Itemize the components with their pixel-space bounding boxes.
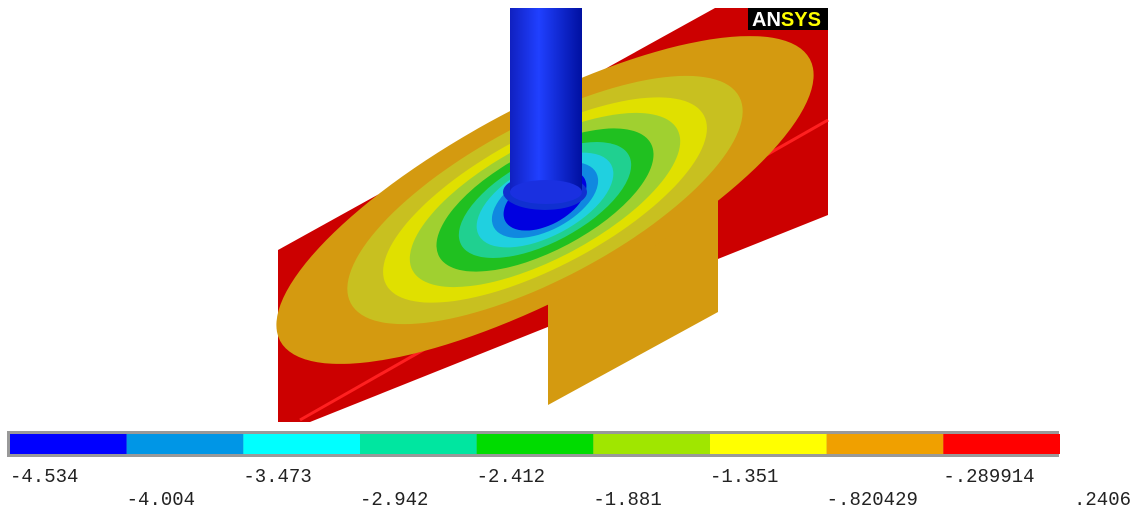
legend-label: -.820429: [827, 489, 918, 511]
model: [236, 0, 855, 425]
legend-label: -2.942: [360, 489, 428, 511]
legend-label: -3.473: [243, 466, 311, 488]
legend-band: [243, 434, 360, 454]
legend-label: -4.004: [127, 489, 195, 511]
legend-band: [593, 434, 710, 454]
legend-label: -.289914: [943, 466, 1034, 488]
legend-label: .2406: [1074, 489, 1131, 511]
legend-label: -1.351: [710, 466, 778, 488]
logo-an: AN: [752, 9, 781, 31]
logo: ANSYS: [752, 9, 821, 31]
legend-band: [477, 434, 594, 454]
legend-label: -1.881: [593, 489, 661, 511]
cylinder: [510, 8, 582, 193]
legend-band: [710, 434, 827, 454]
legend-label: -2.412: [477, 466, 545, 488]
result-view: ANSYS -4.534 -4.004 -3.473 -2.942 -2.412 -1.8…: [0, 0, 1135, 511]
page: ANSYS -4.534 -4.004 -3.473 -2.942 -2.412 -1.8…: [0, 0, 1135, 511]
legend-band: [827, 434, 944, 454]
logo-sys: SYS: [781, 9, 821, 31]
legend-band: [360, 434, 477, 454]
legend: -4.534 -4.004 -3.473 -2.942 -2.412 -1.881 -1.3…: [10, 434, 1131, 511]
legend-label: -4.534: [10, 466, 78, 488]
cylinder-end: [510, 180, 582, 204]
legend-band: [943, 434, 1060, 454]
legend-band: [10, 434, 127, 454]
legend-band: [127, 434, 244, 454]
